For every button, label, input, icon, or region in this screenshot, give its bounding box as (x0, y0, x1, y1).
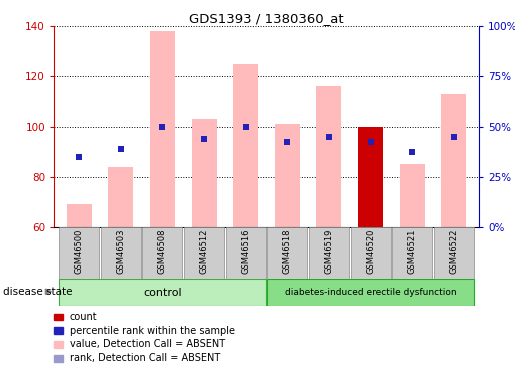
Bar (54, 341, 63, 348)
Text: GSM46522: GSM46522 (450, 228, 458, 274)
Bar (54, 327, 63, 334)
Bar (351, 227, 391, 279)
Text: GSM46503: GSM46503 (116, 228, 125, 274)
Bar (233, 64, 258, 227)
Bar (142, 227, 182, 279)
Bar (54, 314, 63, 320)
Bar (400, 164, 425, 227)
Text: GSM46518: GSM46518 (283, 228, 292, 274)
Bar (59, 227, 99, 279)
Bar (150, 31, 175, 227)
Text: rank, Detection Call = ABSENT: rank, Detection Call = ABSENT (70, 353, 220, 363)
Text: count: count (70, 312, 97, 322)
Bar (226, 227, 266, 279)
Bar (267, 279, 474, 306)
Bar (59, 279, 266, 306)
Bar (392, 227, 432, 279)
Bar (275, 124, 300, 227)
Text: GSM46521: GSM46521 (408, 228, 417, 274)
Text: GSM46516: GSM46516 (241, 228, 250, 274)
Text: percentile rank within the sample: percentile rank within the sample (70, 326, 234, 336)
Bar (358, 127, 383, 227)
Bar (184, 227, 224, 279)
Bar (101, 227, 141, 279)
Bar (309, 227, 349, 279)
Polygon shape (45, 289, 52, 294)
Bar (317, 87, 341, 227)
Text: GSM46520: GSM46520 (366, 228, 375, 274)
Bar (441, 94, 467, 227)
Text: GSM46512: GSM46512 (199, 228, 209, 274)
Bar (54, 355, 63, 362)
Text: value, Detection Call = ABSENT: value, Detection Call = ABSENT (70, 339, 225, 349)
Text: GSM46508: GSM46508 (158, 228, 167, 274)
Bar (108, 166, 133, 227)
Bar (267, 227, 307, 279)
Bar (66, 204, 92, 227)
Text: disease state: disease state (3, 287, 72, 297)
Text: GSM46519: GSM46519 (324, 228, 334, 274)
Text: GSM46500: GSM46500 (75, 228, 83, 274)
Title: GDS1393 / 1380360_at: GDS1393 / 1380360_at (189, 12, 344, 25)
Text: diabetes-induced erectile dysfunction: diabetes-induced erectile dysfunction (285, 288, 456, 297)
Bar (434, 227, 474, 279)
Bar (192, 119, 216, 227)
Text: control: control (143, 288, 182, 297)
Bar (358, 127, 383, 227)
